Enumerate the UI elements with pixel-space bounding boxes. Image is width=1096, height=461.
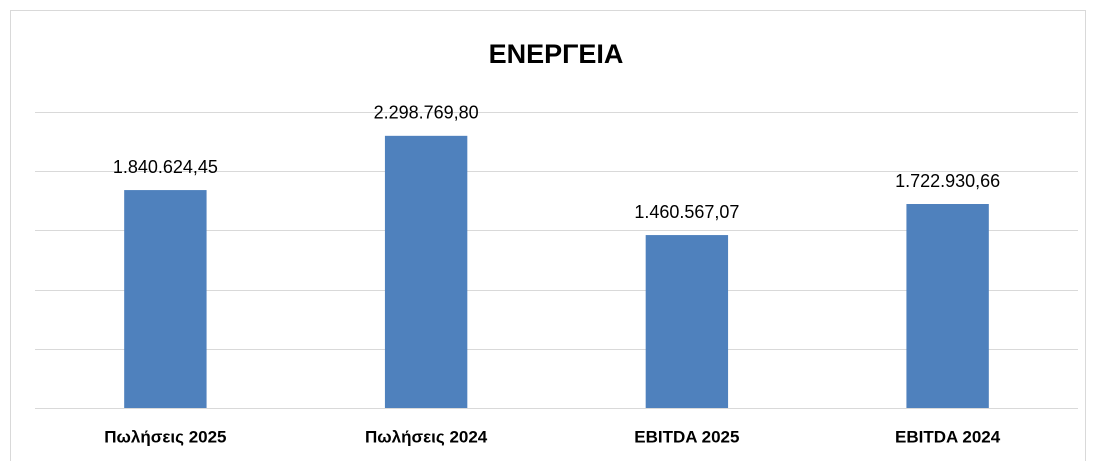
value-label: 1.460.567,07 [634, 202, 739, 222]
x-tick-label: EBITDA 2025 [634, 427, 739, 446]
value-label: 1.840.624,45 [113, 157, 218, 177]
bar [645, 235, 729, 408]
bar [124, 190, 207, 408]
chart-title: ΕΝΕΡΓΕΙΑ [489, 39, 624, 69]
x-tick-label: Πωλήσεις 2024 [365, 427, 488, 446]
value-label: 1.722.930,66 [895, 171, 1000, 191]
bar [384, 135, 468, 408]
bar [906, 204, 989, 408]
value-label: 2.298.769,80 [374, 103, 479, 123]
x-tick-label: EBITDA 2024 [895, 427, 1001, 446]
x-tick-label: Πωλήσεις 2025 [104, 427, 226, 446]
